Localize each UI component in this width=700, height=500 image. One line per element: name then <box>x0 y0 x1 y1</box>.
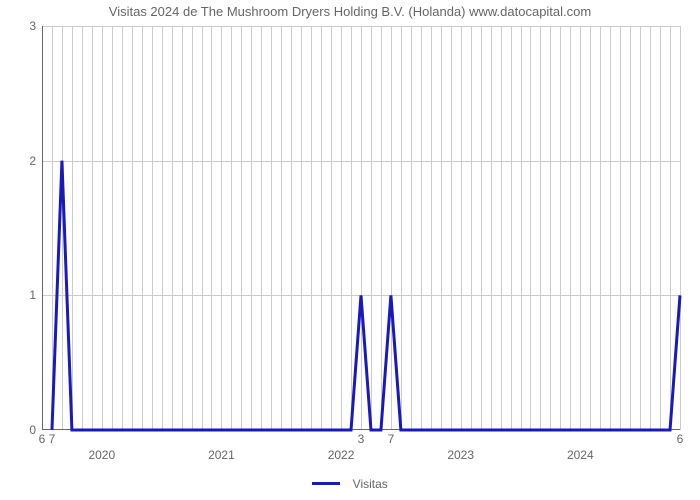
point-label: 6 <box>670 432 690 446</box>
legend-label: Visitas <box>353 477 388 491</box>
y-tick-label: 3 <box>12 19 36 33</box>
x-tick-label: 2020 <box>72 448 132 462</box>
plot-area <box>42 26 680 430</box>
chart-title: Visitas 2024 de The Mushroom Dryers Hold… <box>0 4 700 19</box>
y-tick-label: 1 <box>12 288 36 302</box>
y-tick-label: 2 <box>12 154 36 168</box>
x-tick-label: 2024 <box>550 448 610 462</box>
point-label: 7 <box>42 432 62 446</box>
x-tick-label: 2023 <box>431 448 491 462</box>
chart-container: Visitas 2024 de The Mushroom Dryers Hold… <box>0 0 700 500</box>
point-label: 7 <box>381 432 401 446</box>
series-line <box>42 26 680 430</box>
legend: Visitas <box>0 475 700 493</box>
x-tick-label: 2022 <box>311 448 371 462</box>
x-tick-label: 2021 <box>191 448 251 462</box>
legend-swatch <box>312 482 340 485</box>
gridline-vertical <box>680 26 681 430</box>
point-label: 3 <box>351 432 371 446</box>
